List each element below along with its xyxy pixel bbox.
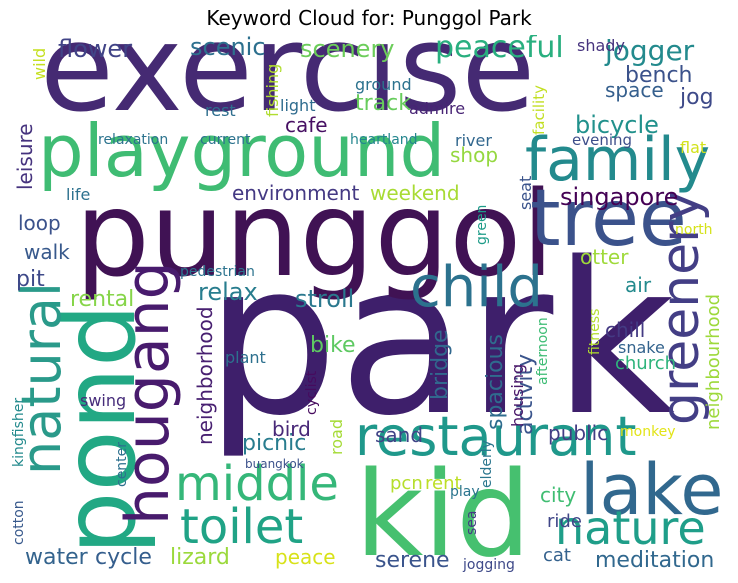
word-rest: rest — [205, 101, 236, 120]
word-ride: ride — [547, 511, 582, 532]
word-shady: shady — [577, 36, 625, 55]
word-swing: swing — [80, 391, 127, 410]
word-cafe: cafe — [285, 113, 328, 137]
word-play: play — [450, 484, 480, 500]
word-picnic: picnic — [242, 431, 307, 456]
word-spacious: spacious — [483, 334, 508, 430]
word-loop: loop — [18, 211, 61, 235]
word-elderly: elderly — [479, 440, 495, 488]
word-sand: sand — [375, 423, 424, 447]
word-shop: shop — [450, 143, 499, 167]
word-church: church — [615, 353, 677, 374]
word-cycle: cycle — [95, 545, 152, 570]
word-bicycle: bicycle — [575, 111, 659, 139]
word-afternoon: afternoon — [535, 317, 551, 385]
word-scenic: scenic — [190, 35, 266, 61]
word-pedestrian: pedestrian — [180, 264, 255, 280]
word-bench: bench — [625, 63, 693, 88]
word-peace: peace — [275, 545, 336, 569]
word-punggol: punggol — [75, 165, 555, 303]
word-plant: plant — [225, 348, 266, 367]
word-cyclist: cyclist — [304, 370, 320, 415]
word-ground: ground — [355, 75, 412, 94]
word-current: current — [200, 132, 251, 148]
word-child: child — [410, 255, 543, 320]
word-pcn: pcn — [390, 473, 423, 494]
word-road: road — [327, 419, 346, 455]
word-river: river — [455, 131, 492, 150]
word-buangkok: buangkok — [245, 457, 304, 471]
word-north: north — [675, 222, 713, 238]
word-relaxation: relaxation — [98, 132, 169, 148]
word-jogger: jogger — [605, 35, 695, 67]
word-flower: flower — [58, 35, 133, 63]
word-flat: flat — [680, 138, 707, 157]
word-sea: sea — [464, 510, 480, 536]
word-green: green — [474, 204, 490, 245]
word-monkey: monkey — [620, 424, 676, 440]
word-singapore: singapore — [560, 183, 679, 211]
word-air: air — [625, 273, 652, 297]
word-space: space — [605, 78, 664, 102]
word-park: park — [205, 217, 675, 462]
word-restaurant: restaurant — [355, 405, 637, 468]
word-middle: middle — [175, 456, 339, 512]
word-weekend: weekend — [370, 181, 460, 205]
word-kingfisher: kingfisher — [11, 397, 27, 467]
word-cotton: cotton — [11, 500, 27, 545]
word-cloud: park exercise punggol playground kid pond fami… — [10, 35, 728, 580]
word-cat: cat — [543, 545, 571, 566]
word-light: light — [280, 96, 316, 115]
word-jog: jog — [680, 85, 714, 110]
word-stroll: stroll — [295, 285, 355, 313]
word-wild: wild — [30, 47, 49, 80]
word-scenery: scenery — [300, 35, 395, 63]
word-fishing: fishing — [263, 63, 282, 117]
word-housing: housing — [508, 363, 527, 427]
word-snake: snake — [618, 338, 665, 357]
word-bike: bike — [310, 333, 356, 358]
word-lizard: lizard — [170, 545, 230, 570]
word-environment: environment — [232, 181, 360, 205]
word-playground: playground — [38, 109, 446, 193]
word-neighbourhood: neighbourhood — [703, 293, 724, 430]
word-relax: relax — [198, 278, 258, 306]
word-leisure: leisure — [13, 123, 37, 190]
word-track: track — [355, 91, 411, 116]
word-rental: rental — [70, 287, 135, 312]
word-tree: tree — [530, 174, 687, 264]
word-city: city — [540, 483, 577, 507]
word-kid: kid — [355, 445, 532, 580]
word-water: water — [25, 545, 88, 570]
word-meditation: meditation — [595, 548, 715, 573]
word-public: public — [548, 421, 609, 445]
word-life: life — [66, 185, 91, 204]
word-jogging: jogging — [463, 557, 515, 573]
word-peaceful: peaceful — [435, 35, 564, 65]
word-fitness: fitness — [587, 308, 603, 355]
word-heartland: heartland — [350, 132, 418, 148]
word-family: family — [525, 125, 711, 195]
chart-title: Keyword Cloud for: Punggol Park — [206, 6, 532, 30]
word-neighborhood: neighborhood — [193, 306, 217, 445]
word-serene: serene — [375, 548, 450, 573]
word-admire: admire — [409, 99, 466, 118]
word-nature: nature — [555, 501, 706, 555]
word-evening: evening — [572, 131, 633, 149]
word-otter: otter — [580, 245, 629, 269]
word-toilet: toilet — [180, 499, 304, 555]
word-exercise: exercise — [40, 35, 536, 139]
word-bridge: bridge — [428, 329, 453, 400]
word-center: center — [114, 441, 130, 487]
word-bird: bird — [272, 417, 311, 441]
word-chill: chill — [605, 318, 646, 342]
word-facility: facility — [530, 85, 548, 135]
word-lake: lake — [580, 449, 724, 531]
word-seat: seat — [516, 175, 535, 210]
word-rent: rent — [425, 473, 462, 494]
word-walk: walk — [24, 240, 70, 264]
word-pit: pit — [16, 267, 45, 292]
